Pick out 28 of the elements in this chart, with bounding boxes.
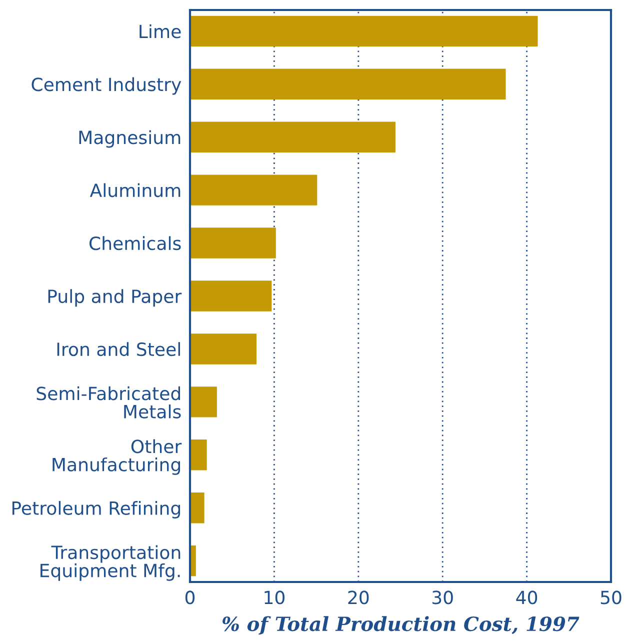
y-tick-label: Semi-Fabricated Metals: [36, 386, 181, 418]
bar: [190, 122, 396, 152]
x-tick-label: 50: [600, 590, 622, 604]
y-tick-label: Petroleum Refining: [12, 500, 180, 518]
y-tick-label: Iron and Steel: [57, 342, 180, 356]
bar: [190, 386, 217, 418]
y-tick-label: Transportation Equipment Mfg.: [40, 545, 180, 581]
bar: [190, 280, 272, 312]
x-tick-label: 30: [432, 590, 453, 604]
y-tick-label: Aluminum: [90, 183, 180, 198]
y-tick-label: Cement Industry: [32, 77, 182, 95]
bar: [190, 440, 207, 470]
y-tick-label: Magnesium: [79, 130, 180, 148]
y-tick-label: Chemicals: [90, 236, 181, 250]
bar: [190, 16, 538, 47]
y-tick-label: Lime: [140, 24, 181, 38]
x-tick-label: 0: [185, 590, 195, 604]
x-tick-label: 40: [516, 590, 538, 604]
y-tick-label: Other Manufacturing: [52, 439, 182, 475]
bar: [190, 68, 506, 100]
bar: [190, 174, 318, 206]
x-tick-label: 10: [264, 590, 284, 604]
x-tick-label: 20: [348, 590, 369, 604]
x-axis-title: % of Total Production Cost, 1997: [222, 616, 580, 635]
bar: [190, 334, 257, 364]
bar: [190, 228, 276, 258]
y-tick-label: Pulp and Paper: [48, 289, 182, 307]
bar: [190, 492, 204, 524]
